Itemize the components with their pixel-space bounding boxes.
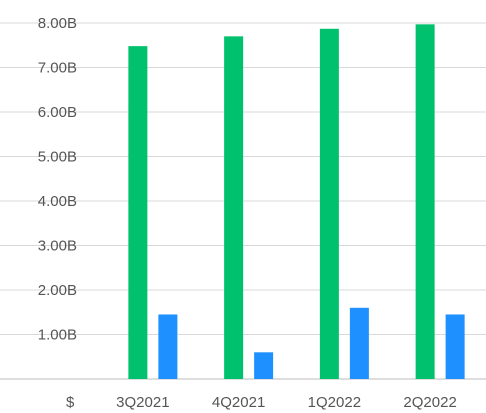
bar-series-2-4Q2021 (254, 352, 274, 379)
y-tick-label: 8.00B (38, 15, 77, 32)
bar-series-1-4Q2021 (224, 36, 244, 379)
bar-series-1-3Q2021 (128, 46, 148, 379)
y-tick-label: 6.00B (38, 104, 77, 121)
bar-series-2-3Q2021 (158, 314, 178, 379)
y-tick-label: 5.00B (38, 149, 77, 166)
y-tick-label: 3.00B (38, 238, 77, 255)
x-tick-label: 3Q2021 (116, 394, 169, 411)
y-tick-label: 2.00B (38, 282, 77, 299)
y-tick-label: 7.00B (38, 60, 77, 77)
x-tick-label: 4Q2021 (212, 394, 265, 411)
x-tick-label: 1Q2022 (308, 394, 361, 411)
bar-series-1-1Q2022 (319, 28, 339, 379)
y-tick-label: 4.00B (38, 193, 77, 210)
x-tick-label: 2Q2022 (403, 394, 456, 411)
x-axis-tick-labels: 3Q2021 4Q2021 1Q2022 2Q2022 (116, 394, 457, 411)
bar-series-1-2Q2022 (415, 24, 435, 380)
y-axis-tick-labels: $1.00B 2.00B 3.00B 4.00B 5.00B 6.00B 7.00B 8.00… (38, 15, 77, 411)
y-tick-label: $ (66, 394, 75, 411)
bar-series-2-2Q2022 (445, 314, 465, 379)
bars (128, 24, 465, 380)
y-tick-label: 1.00B (38, 327, 77, 344)
bar-series-2-1Q2022 (349, 307, 369, 379)
